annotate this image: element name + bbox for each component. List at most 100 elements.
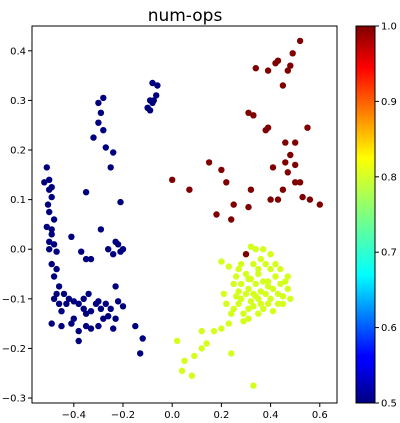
scatter-point: [267, 196, 274, 203]
scatter-point: [114, 298, 122, 305]
scatter-point: [225, 263, 232, 270]
scatter-point: [250, 112, 257, 119]
scatter-point: [245, 315, 252, 322]
scatter-point: [279, 186, 287, 193]
scatter-point: [274, 290, 282, 298]
scatter-point: [287, 295, 294, 302]
scatter-point: [228, 350, 235, 357]
scatter-point: [41, 179, 48, 186]
scatter-point: [75, 300, 82, 307]
scatter-point: [105, 313, 112, 320]
scatter-point: [252, 246, 259, 253]
scatter-point: [267, 265, 274, 273]
scatter-point: [279, 300, 287, 307]
scatter-point: [117, 248, 124, 255]
scatter-point: [235, 288, 242, 295]
scatter-point: [264, 124, 272, 131]
scatter-point: [252, 65, 259, 72]
scatter-point: [269, 308, 277, 315]
scatter-point: [245, 305, 252, 312]
scatter-point: [306, 196, 314, 203]
scatter-point: [218, 258, 225, 265]
scatter-point: [279, 293, 287, 300]
scatter-point: [65, 295, 73, 302]
scatter-point: [55, 283, 63, 290]
scatter-point: [112, 238, 119, 245]
scatter-point: [48, 193, 55, 201]
scatter-point: [191, 352, 198, 360]
scatter-point: [48, 184, 55, 191]
scatter-point: [260, 246, 267, 253]
scatter-point: [139, 335, 146, 342]
x-tick-label: 0.6: [312, 410, 328, 421]
scatter-point: [292, 161, 299, 169]
scatter-point: [188, 372, 196, 379]
scatter-point: [82, 189, 90, 196]
scatter-point: [95, 119, 102, 126]
scatter-point: [245, 109, 252, 117]
y-tick-label: 0.3: [10, 96, 26, 107]
scatter-point: [178, 367, 186, 374]
scatter-point: [282, 159, 289, 166]
scatter-point: [223, 179, 230, 186]
scatter-point: [264, 67, 272, 74]
scatter-point: [203, 340, 210, 347]
colorbar-tick-label: 1.0: [381, 22, 397, 33]
colorbar-tick-label: 0.9: [381, 97, 397, 108]
scatter-point: [70, 315, 78, 322]
y-tick-label: −0.3: [2, 394, 26, 405]
scatter-point: [225, 320, 232, 327]
scatter-point: [48, 320, 55, 327]
scatter-point: [247, 298, 255, 305]
scatter-point: [107, 164, 114, 171]
scatter-point: [53, 290, 60, 298]
scatter-point: [264, 300, 272, 307]
scatter-point: [68, 320, 75, 327]
scatter-point: [264, 278, 272, 285]
scatter-point: [235, 265, 242, 273]
colorbar-tick-label: 0.6: [381, 323, 397, 334]
scatter-point: [274, 196, 282, 203]
scatter-point: [58, 308, 65, 315]
scatter-point: [296, 37, 304, 45]
scatter-point: [257, 255, 264, 263]
scatter-point: [153, 92, 160, 99]
scatter-point: [247, 243, 255, 250]
scatter-point: [245, 285, 252, 293]
scatter-point: [233, 293, 240, 300]
chart-title: num-ops: [148, 6, 223, 26]
scatter-point: [255, 265, 262, 273]
scatter-point: [137, 350, 144, 357]
scatter-point: [43, 223, 50, 231]
scatter-point: [233, 273, 240, 280]
scatter-point: [100, 127, 107, 134]
scatter-point: [235, 300, 242, 307]
scatter-point: [44, 201, 52, 208]
scatter-point: [154, 82, 161, 89]
x-tick-label: 0.0: [164, 410, 180, 421]
scatter-point: [105, 246, 112, 253]
scatter-point: [97, 305, 105, 312]
scatter-point: [255, 270, 262, 278]
scatter-point: [213, 211, 220, 218]
scatter-point: [292, 139, 299, 146]
scatter-point: [284, 285, 291, 293]
scatter-point: [55, 300, 63, 307]
scatter-point: [97, 226, 105, 233]
scatter-point: [43, 164, 50, 171]
scatter-point: [80, 305, 87, 312]
scatter-point: [279, 82, 287, 89]
scatter-point: [260, 305, 267, 312]
scatter-point: [46, 238, 53, 245]
scatter-point: [48, 226, 55, 233]
scatter-point: [252, 293, 259, 300]
scatter-point: [299, 193, 306, 201]
scatter-point: [107, 305, 114, 312]
x-tick-label: 0.4: [263, 410, 279, 421]
scatter-point: [250, 260, 257, 268]
scatter-point: [82, 322, 90, 330]
scatter-point: [112, 315, 119, 322]
colorbar-axis: 0.5 0.6 0.7 0.8 0.9 1.0: [375, 22, 397, 410]
scatter-point: [260, 278, 267, 285]
scatter-point: [228, 216, 235, 223]
